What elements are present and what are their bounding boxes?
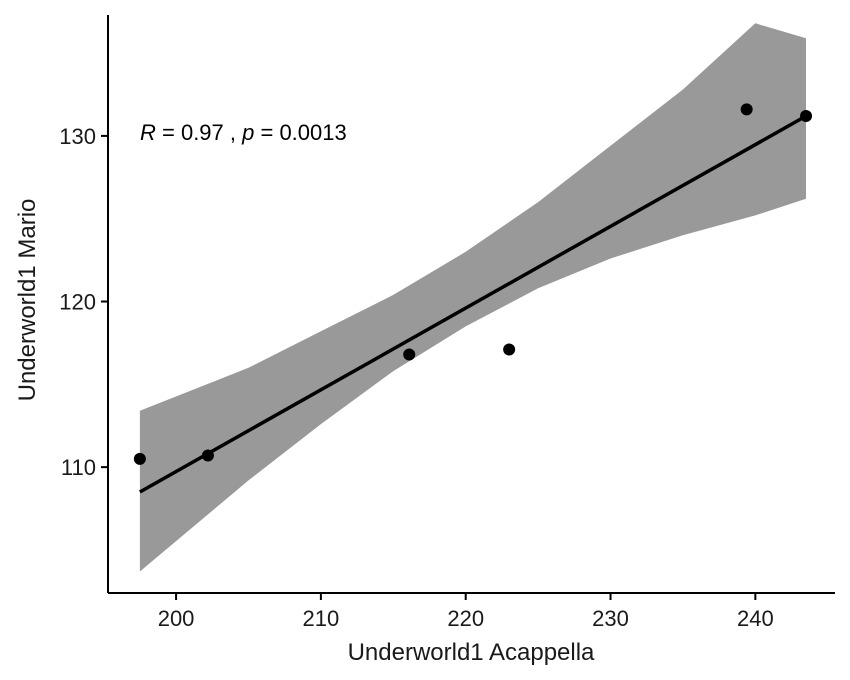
y-tick-label: 130 bbox=[59, 124, 96, 149]
x-axis-title: Underworld1 Acappella bbox=[348, 639, 595, 666]
regression-line bbox=[139, 114, 807, 494]
data-points bbox=[133, 103, 813, 465]
data-point bbox=[740, 103, 753, 116]
data-point bbox=[201, 449, 214, 462]
data-point bbox=[503, 343, 516, 356]
p-value: = 0.0013 bbox=[254, 120, 346, 145]
p-label: p bbox=[241, 120, 254, 145]
r-label: R bbox=[140, 120, 156, 145]
r-value: = 0.97 , bbox=[156, 120, 242, 145]
y-axis-ticks: 110 120 130 bbox=[59, 124, 108, 480]
y-axis-title: Underworld1 Mario bbox=[14, 199, 41, 402]
x-axis-ticks: 200 210 220 230 240 bbox=[158, 593, 774, 631]
data-point bbox=[403, 348, 416, 361]
x-tick-label: 220 bbox=[447, 606, 484, 631]
data-point bbox=[800, 110, 813, 123]
x-tick-label: 240 bbox=[737, 606, 774, 631]
data-point bbox=[133, 452, 146, 465]
x-tick-label: 210 bbox=[303, 606, 340, 631]
correlation-annotation: R = 0.97 , p = 0.0013 bbox=[140, 120, 347, 145]
y-tick-label: 120 bbox=[59, 290, 96, 315]
confidence-band bbox=[139, 23, 806, 572]
x-tick-label: 200 bbox=[158, 606, 195, 631]
y-tick-label: 110 bbox=[61, 455, 96, 480]
x-tick-label: 230 bbox=[592, 606, 629, 631]
